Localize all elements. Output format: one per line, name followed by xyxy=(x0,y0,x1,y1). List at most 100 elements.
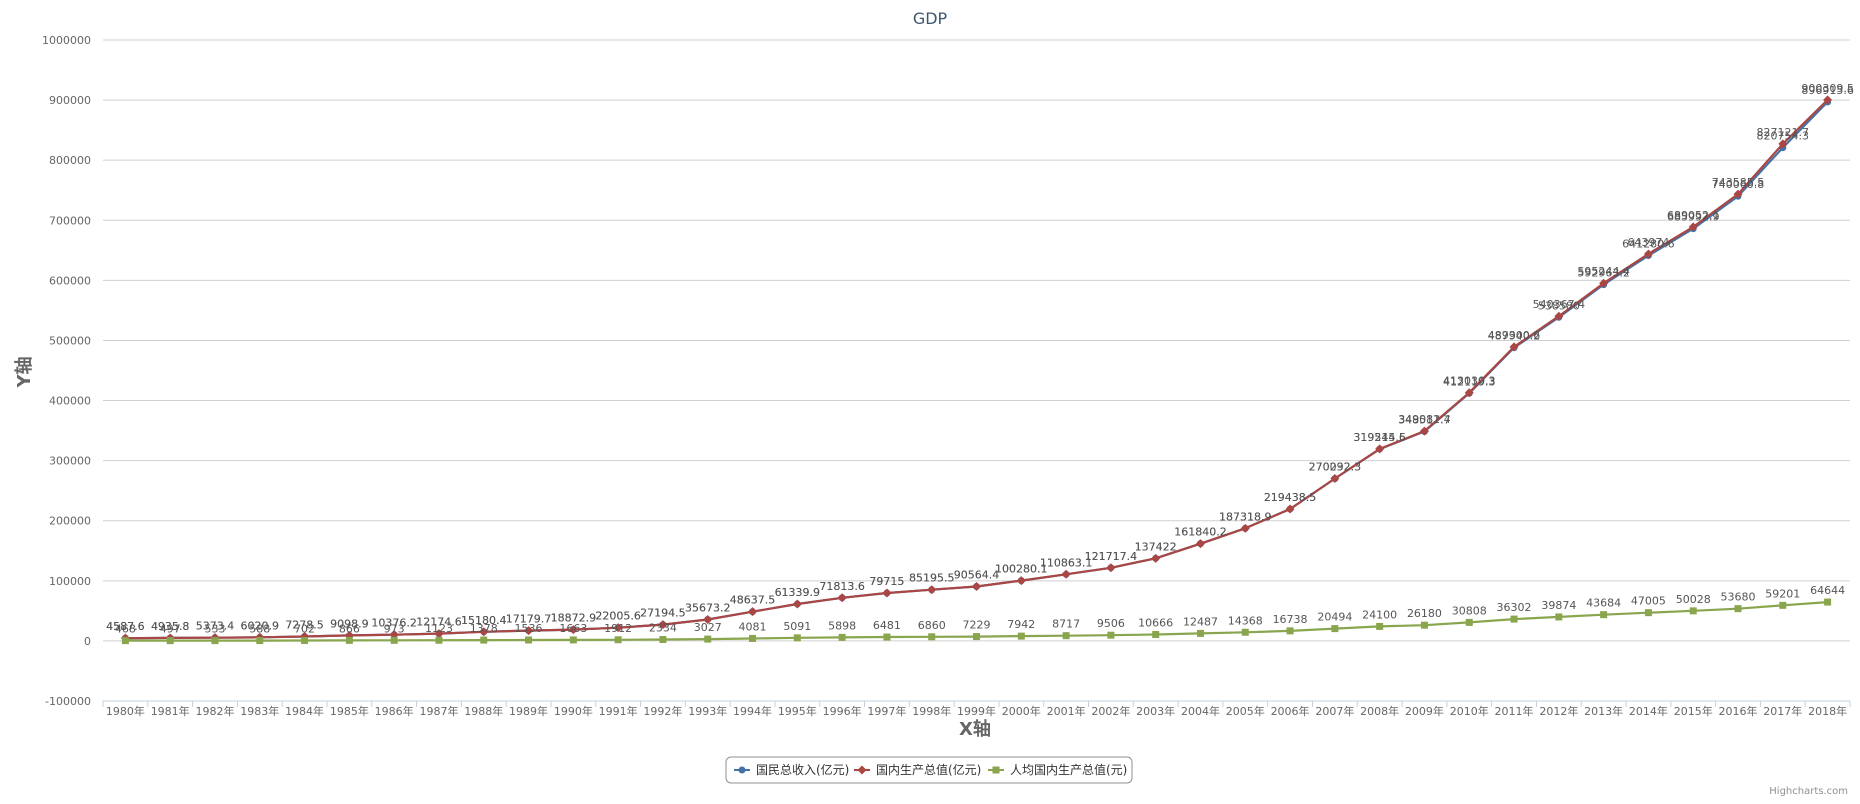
data-point[interactable] xyxy=(882,588,892,598)
data-label: 20494 xyxy=(1317,611,1352,624)
data-point[interactable] xyxy=(1509,342,1519,352)
data-point[interactable] xyxy=(1241,628,1249,636)
x-tick-label: 1990年 xyxy=(554,704,593,718)
legend[interactable]: 国民总收入(亿元) 国内生产总值(亿元) 人均国内生产总值(元) xyxy=(725,756,1133,784)
data-point[interactable] xyxy=(658,620,668,630)
data-point[interactable] xyxy=(345,636,353,644)
data-label: 17179.7 xyxy=(506,613,552,626)
data-point[interactable] xyxy=(1600,611,1608,619)
legend-item-3[interactable]: 人均国内生产总值(元) xyxy=(988,762,1127,777)
data-point[interactable] xyxy=(390,636,398,644)
data-point[interactable] xyxy=(1779,601,1787,609)
data-point[interactable] xyxy=(568,625,578,635)
data-point[interactable] xyxy=(121,637,129,645)
data-point[interactable] xyxy=(1062,632,1070,640)
data-point[interactable] xyxy=(704,635,712,643)
data-point[interactable] xyxy=(928,633,936,641)
data-point[interactable] xyxy=(1823,95,1833,105)
data-point[interactable] xyxy=(1778,139,1788,149)
data-point[interactable] xyxy=(1375,444,1385,454)
data-point[interactable] xyxy=(1107,631,1115,639)
data-label: 4935.8 xyxy=(151,620,190,633)
data-point[interactable] xyxy=(1555,613,1563,621)
data-point[interactable] xyxy=(1331,625,1339,633)
data-point[interactable] xyxy=(1599,278,1609,288)
data-point[interactable] xyxy=(1330,474,1340,484)
data-point[interactable] xyxy=(857,765,867,775)
data-point[interactable] xyxy=(1195,539,1205,549)
data-point[interactable] xyxy=(972,581,981,591)
data-label: 36302 xyxy=(1497,601,1532,614)
data-point[interactable] xyxy=(479,627,489,637)
data-point[interactable] xyxy=(1152,630,1160,638)
data-point[interactable] xyxy=(480,636,488,644)
data-label: 9098.9 xyxy=(330,617,369,630)
data-point[interactable] xyxy=(524,626,534,636)
data-point[interactable] xyxy=(927,585,937,595)
data-point[interactable] xyxy=(1824,598,1832,606)
data-point[interactable] xyxy=(614,636,622,644)
legend-label: 国内生产总值(亿元) xyxy=(876,762,981,777)
data-point[interactable] xyxy=(166,637,174,645)
data-point[interactable] xyxy=(1464,388,1474,398)
data-point[interactable] xyxy=(434,629,444,639)
data-label: 5091 xyxy=(783,620,811,633)
data-point[interactable] xyxy=(613,623,623,633)
data-point[interactable] xyxy=(1465,618,1473,626)
data-point[interactable] xyxy=(1734,605,1742,613)
credits-link[interactable]: Highcharts.com xyxy=(1769,786,1848,797)
y-axis-title: Y轴 xyxy=(13,356,35,388)
data-point[interactable] xyxy=(1643,249,1653,259)
data-point[interactable] xyxy=(703,614,713,624)
data-label: 866 xyxy=(339,622,360,635)
data-label: 497 xyxy=(160,623,181,636)
data-point[interactable] xyxy=(749,634,757,642)
data-point[interactable] xyxy=(256,637,264,645)
data-label: 592963.2 xyxy=(1577,267,1630,280)
data-label: 538580 xyxy=(1538,299,1580,312)
data-point[interactable] xyxy=(1554,311,1564,321)
data-point[interactable] xyxy=(792,599,802,609)
data-label: 18872.9 xyxy=(551,612,597,625)
data-point[interactable] xyxy=(1106,563,1116,573)
data-point[interactable] xyxy=(1196,629,1204,637)
data-point[interactable] xyxy=(1376,622,1384,630)
data-point[interactable] xyxy=(1688,222,1698,232)
data-point[interactable] xyxy=(1240,523,1250,533)
data-point[interactable] xyxy=(1419,426,1429,436)
data-point[interactable] xyxy=(1151,553,1161,563)
data-point[interactable] xyxy=(1689,607,1697,615)
data-label: 740060.8 xyxy=(1712,178,1765,191)
x-tick-label: 2016年 xyxy=(1719,704,1758,718)
data-point[interactable] xyxy=(1061,569,1071,579)
data-point[interactable] xyxy=(659,636,667,644)
data-point[interactable] xyxy=(793,634,801,642)
data-label: 5373.4 xyxy=(196,620,235,633)
data-point[interactable] xyxy=(1510,615,1518,623)
data-point[interactable] xyxy=(1644,609,1652,617)
data-point[interactable] xyxy=(738,766,746,774)
data-point[interactable] xyxy=(992,766,1000,774)
data-label: 48637.5 xyxy=(730,594,776,607)
data-point[interactable] xyxy=(301,636,309,644)
data-point[interactable] xyxy=(435,636,443,644)
data-point[interactable] xyxy=(1016,576,1026,586)
data-point[interactable] xyxy=(1017,632,1025,640)
data-point[interactable] xyxy=(1420,621,1428,629)
data-point[interactable] xyxy=(973,633,980,641)
data-point[interactable] xyxy=(748,607,758,617)
data-label: 121717.4 xyxy=(1085,550,1138,563)
data-point[interactable] xyxy=(1285,504,1295,514)
data-point[interactable] xyxy=(1286,627,1294,635)
data-point[interactable] xyxy=(1733,189,1743,199)
x-tick-label: 2008年 xyxy=(1360,704,1399,718)
data-point[interactable] xyxy=(525,636,533,644)
data-point[interactable] xyxy=(569,636,577,644)
data-point[interactable] xyxy=(883,633,891,641)
data-point[interactable] xyxy=(211,637,219,645)
data-point[interactable] xyxy=(837,593,847,603)
y-tick-label: 600000 xyxy=(49,274,91,287)
legend-item-1[interactable]: 国民总收入(亿元) xyxy=(734,762,849,777)
data-point[interactable] xyxy=(838,633,846,641)
legend-item-2[interactable]: 国内生产总值(亿元) xyxy=(854,762,981,777)
